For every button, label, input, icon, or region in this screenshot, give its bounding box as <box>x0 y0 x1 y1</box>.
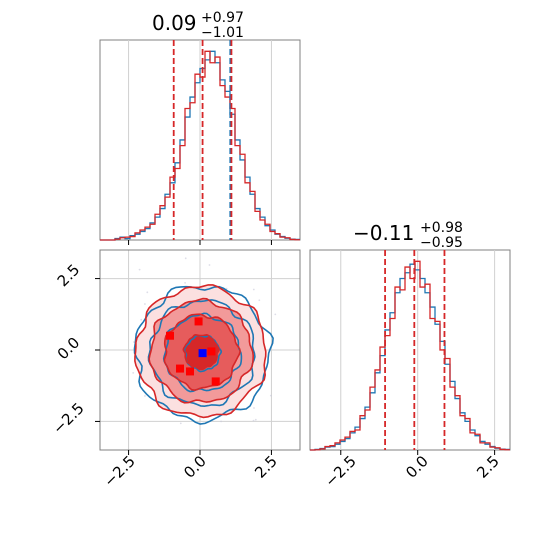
bl-red-square-marker-5 <box>211 377 220 386</box>
panel-bottom-right-title-plus: +0.98 <box>420 220 463 236</box>
br-xtick-label-0: −2.5 <box>321 452 359 490</box>
panel-top-left: 0.09 +0.97 −1.01 <box>99 10 301 245</box>
bl-red-square-marker-0 <box>166 331 174 340</box>
bl-contour-line-red-3 <box>134 284 267 419</box>
panel-bottom-left-ticks <box>95 278 272 455</box>
bl-ytick-label-0: −2.5 <box>49 399 87 437</box>
panel-top-left-quantile-lines <box>172 40 233 240</box>
bl-scatter-point <box>132 341 135 343</box>
bl-ytick-label-2: 2.5 <box>54 261 84 291</box>
bl-blue-center-marker <box>198 349 207 358</box>
panel-bottom-right-quantile-lines <box>384 250 446 450</box>
bl-scatter-point <box>269 394 272 397</box>
bl-scatter-point <box>132 372 135 374</box>
bl-scatter-point <box>274 313 277 316</box>
bl-contour-line-blue-2 <box>147 299 256 408</box>
panel-top-left-title-value: 0.09 <box>152 11 197 35</box>
panel-top-left-title-plus: +0.97 <box>201 10 244 26</box>
panel-bottom-right-ticks <box>340 450 496 455</box>
panel-bottom-left-markers <box>166 317 220 386</box>
bl-scatter-point <box>253 407 255 409</box>
bl-scatter-point <box>184 257 187 260</box>
bl-scatter-point <box>252 288 255 291</box>
bl-scatter-point <box>144 303 146 305</box>
bl-ytick-label-1: 0.0 <box>54 334 84 364</box>
panel-bottom-right-title-minus: −0.95 <box>420 235 463 251</box>
panel-bottom-right: −2.5 0.0 2.5 −0.11 +0.98 −0.95 <box>309 220 511 491</box>
br-hist-series-1 <box>310 260 510 451</box>
bl-red-square-marker-2 <box>186 367 194 376</box>
bl-contour-line-red-0 <box>182 333 220 371</box>
panel-bottom-right-histogram <box>310 260 510 451</box>
panel-bottom-right-grid <box>340 250 496 450</box>
panel-bottom-right-x-tick-labels: −2.5 0.0 2.5 <box>321 452 502 490</box>
panel-bottom-left-y-tick-labels: −2.5 0.0 2.5 <box>49 261 87 438</box>
bl-red-square-marker-3 <box>194 317 203 326</box>
panel-bottom-left-contour-lines <box>133 284 274 425</box>
bl-scatter-point <box>144 395 146 397</box>
bl-scatter-point <box>254 418 257 421</box>
panel-top-left-title-minus: −1.01 <box>201 25 244 41</box>
panel-bottom-right-frame <box>309 249 511 451</box>
bl-scatter-point <box>220 420 222 423</box>
bl-scatter-point <box>252 419 255 422</box>
br-xtick-label-2: 2.5 <box>473 452 503 482</box>
bl-contour-line-red-2 <box>148 297 255 404</box>
bl-scatter-point <box>258 299 261 302</box>
bl-contour-line-red-1 <box>163 313 241 392</box>
panel-bottom-left: −2.5 0.0 2.5 −2.5 0.0 2.5 <box>49 249 301 491</box>
br-xtick-label-1: 0.0 <box>402 452 432 482</box>
bl-scatter-point <box>184 281 186 284</box>
bl-scatter-point <box>140 318 143 321</box>
panel-bottom-left-x-tick-labels: −2.5 0.0 2.5 <box>100 452 280 490</box>
bl-xtick-label-0: −2.5 <box>100 452 138 490</box>
bl-xtick-label-1: 0.0 <box>180 452 210 482</box>
bl-scatter-point <box>146 291 149 294</box>
panel-bottom-right-title-value: −0.11 <box>353 221 414 245</box>
bl-scatter-point <box>225 287 228 290</box>
bl-red-square-marker-4 <box>207 347 216 356</box>
bl-contour-line-blue-1 <box>162 312 243 393</box>
bl-scatter-point <box>138 268 141 271</box>
panel-bottom-left-grid <box>100 250 300 450</box>
bl-scatter-point <box>208 264 211 266</box>
panel-top-left-ticks <box>128 240 272 245</box>
bl-red-square-marker-1 <box>176 364 184 373</box>
bl-scatter-point <box>179 422 182 425</box>
bl-xtick-label-2: 2.5 <box>251 452 281 482</box>
